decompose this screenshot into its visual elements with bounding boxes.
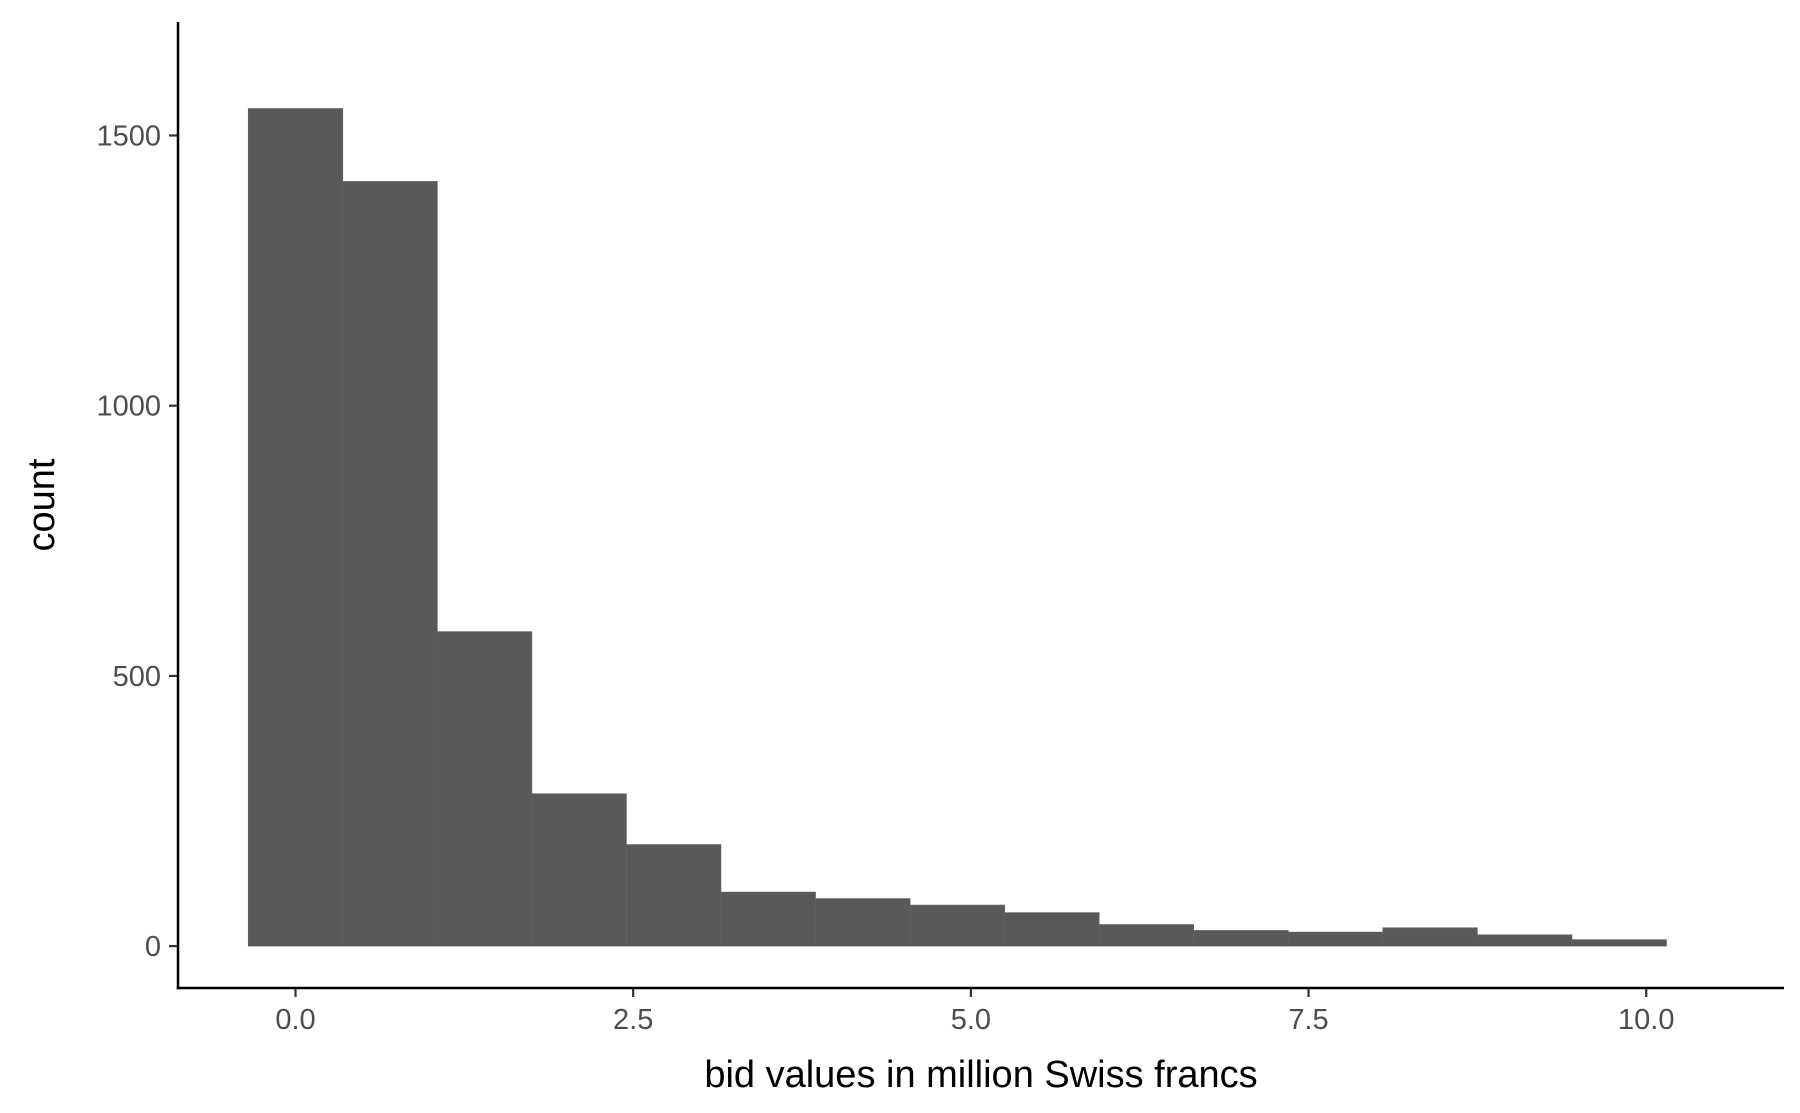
y-tick-label: 1500: [96, 120, 161, 152]
x-tick-label: 7.5: [1288, 1004, 1328, 1036]
histogram-bar-15: [1571, 939, 1667, 947]
histogram-bar-2: [342, 181, 438, 947]
x-tick-label: 5.0: [951, 1004, 991, 1036]
y-tick-label: 500: [113, 661, 161, 693]
histogram-bar-6: [720, 891, 816, 947]
histogram-bar-5: [626, 844, 722, 947]
histogram-bar-9: [1004, 912, 1100, 947]
histogram-bar-11: [1193, 930, 1289, 947]
y-axis-title: count: [21, 458, 63, 551]
histogram-bars: [247, 108, 1667, 947]
histogram-bar-7: [815, 898, 911, 947]
y-tick-label: 1000: [96, 391, 161, 423]
histogram-bar-14: [1477, 934, 1573, 947]
x-axis-title: bid values in million Swiss francs: [704, 1054, 1257, 1096]
x-tick-label: 2.5: [613, 1004, 653, 1036]
histogram-bar-4: [531, 793, 627, 947]
x-tick-label: 0.0: [275, 1004, 315, 1036]
histogram-bar-3: [437, 631, 533, 947]
histogram-bar-13: [1382, 927, 1478, 947]
histogram-bar-1: [247, 108, 344, 947]
y-axis-ticks: 0 500 1000 1500: [96, 120, 178, 963]
histogram-bar-8: [909, 904, 1005, 947]
histogram-bar-12: [1287, 931, 1384, 947]
x-axis-ticks: 0.0 2.5 5.0 7.5 10.0: [275, 988, 1674, 1036]
y-tick-label: 0: [145, 931, 161, 963]
histogram-bar-10: [1098, 924, 1195, 947]
x-tick-label: 10.0: [1618, 1004, 1674, 1036]
